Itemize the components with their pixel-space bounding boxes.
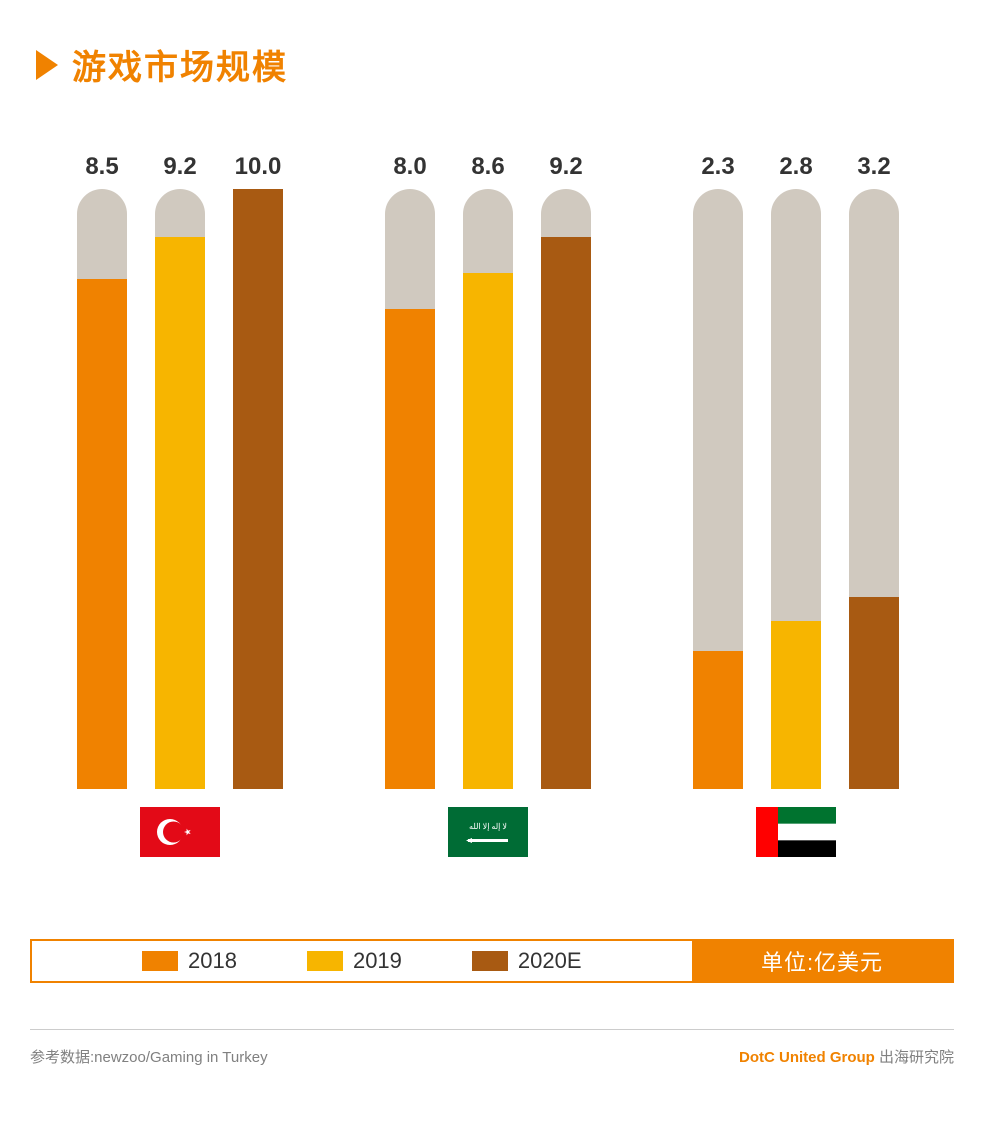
- bar-cluster: 8.5 9.2 10.0: [77, 149, 283, 789]
- legend-swatch: [307, 951, 343, 971]
- country-group-saudi-arabia: 8.0 8.6 9.2 لا إله إلا الله: [348, 149, 628, 869]
- brand-suffix: 出海研究院: [875, 1049, 954, 1066]
- bar-saudi-arabia-2018: 8.0: [385, 189, 435, 789]
- bar-fill: [849, 597, 899, 789]
- legend-label: 2019: [353, 948, 402, 974]
- bar-saudi-arabia-2019: 8.6: [463, 189, 513, 789]
- bar-uae-2020: 3.2: [849, 189, 899, 789]
- bar-value-label: 9.2: [163, 153, 196, 181]
- bar-value-label: 2.3: [701, 153, 734, 181]
- bar-chart: 8.5 9.2 10.0 8.0 8.6 9.2 لا إله إلا الله 2.3…: [30, 149, 954, 869]
- legend-item-2020: 2020E: [472, 948, 582, 974]
- bar-value-label: 2.8: [779, 153, 812, 181]
- bar-fill: [463, 273, 513, 789]
- brand-accent: DotC United Group: [739, 1049, 875, 1066]
- bar-turkey-2019: 9.2: [155, 189, 205, 789]
- bar-cluster: 8.0 8.6 9.2: [385, 149, 591, 789]
- chart-title: 游戏市场规模: [72, 40, 288, 89]
- bar-value-label: 3.2: [857, 153, 890, 181]
- country-group-turkey: 8.5 9.2 10.0: [40, 149, 320, 869]
- bar-value-label: 8.5: [85, 153, 118, 181]
- legend-label: 2018: [188, 948, 237, 974]
- bar-value-label: 10.0: [235, 153, 282, 181]
- bar-fill: [385, 309, 435, 789]
- bar-value-label: 8.6: [471, 153, 504, 181]
- bar-value-label: 8.0: [393, 153, 426, 181]
- bar-fill: [541, 237, 591, 789]
- legend-bar: 2018 2019 2020E 单位:亿美元: [30, 939, 954, 983]
- source-label: 参考数据:newzoo/Gaming in Turkey: [30, 1046, 268, 1067]
- chart-page: 游戏市场规模 8.5 9.2 10.0 8.0 8.6 9.2 لا إله إلا ا…: [0, 0, 984, 1128]
- legend-item-2018: 2018: [142, 948, 237, 974]
- bar-uae-2018: 2.3: [693, 189, 743, 789]
- bar-fill: [771, 621, 821, 789]
- bar-turkey-2020: 10.0: [233, 189, 283, 789]
- flag-uae: [756, 807, 836, 857]
- svg-text:لا إله إلا الله: لا إله إلا الله: [469, 822, 507, 831]
- flag-turkey: [140, 807, 220, 857]
- bar-fill: [77, 279, 127, 789]
- triangle-icon: [36, 50, 58, 80]
- bar-cluster: 2.3 2.8 3.2: [693, 149, 899, 789]
- bar-uae-2019: 2.8: [771, 189, 821, 789]
- flag-saudi-arabia: لا إله إلا الله: [448, 807, 528, 857]
- bar-turkey-2018: 8.5: [77, 189, 127, 789]
- bar-saudi-arabia-2020: 9.2: [541, 189, 591, 789]
- chart-footer: 参考数据:newzoo/Gaming in Turkey DotC United…: [30, 1029, 954, 1067]
- bar-fill: [155, 237, 205, 789]
- unit-box: 单位:亿美元: [692, 941, 952, 981]
- bar-fill: [233, 189, 283, 789]
- legend-swatch: [472, 951, 508, 971]
- brand-label: DotC United Group 出海研究院: [739, 1046, 954, 1067]
- legend-item-2019: 2019: [307, 948, 402, 974]
- legend-label: 2020E: [518, 948, 582, 974]
- legend-swatch: [142, 951, 178, 971]
- bar-value-label: 9.2: [549, 153, 582, 181]
- chart-header: 游戏市场规模: [36, 40, 954, 89]
- legend-items: 2018 2019 2020E: [32, 941, 692, 981]
- country-group-uae: 2.3 2.8 3.2: [656, 149, 936, 869]
- bar-fill: [693, 651, 743, 789]
